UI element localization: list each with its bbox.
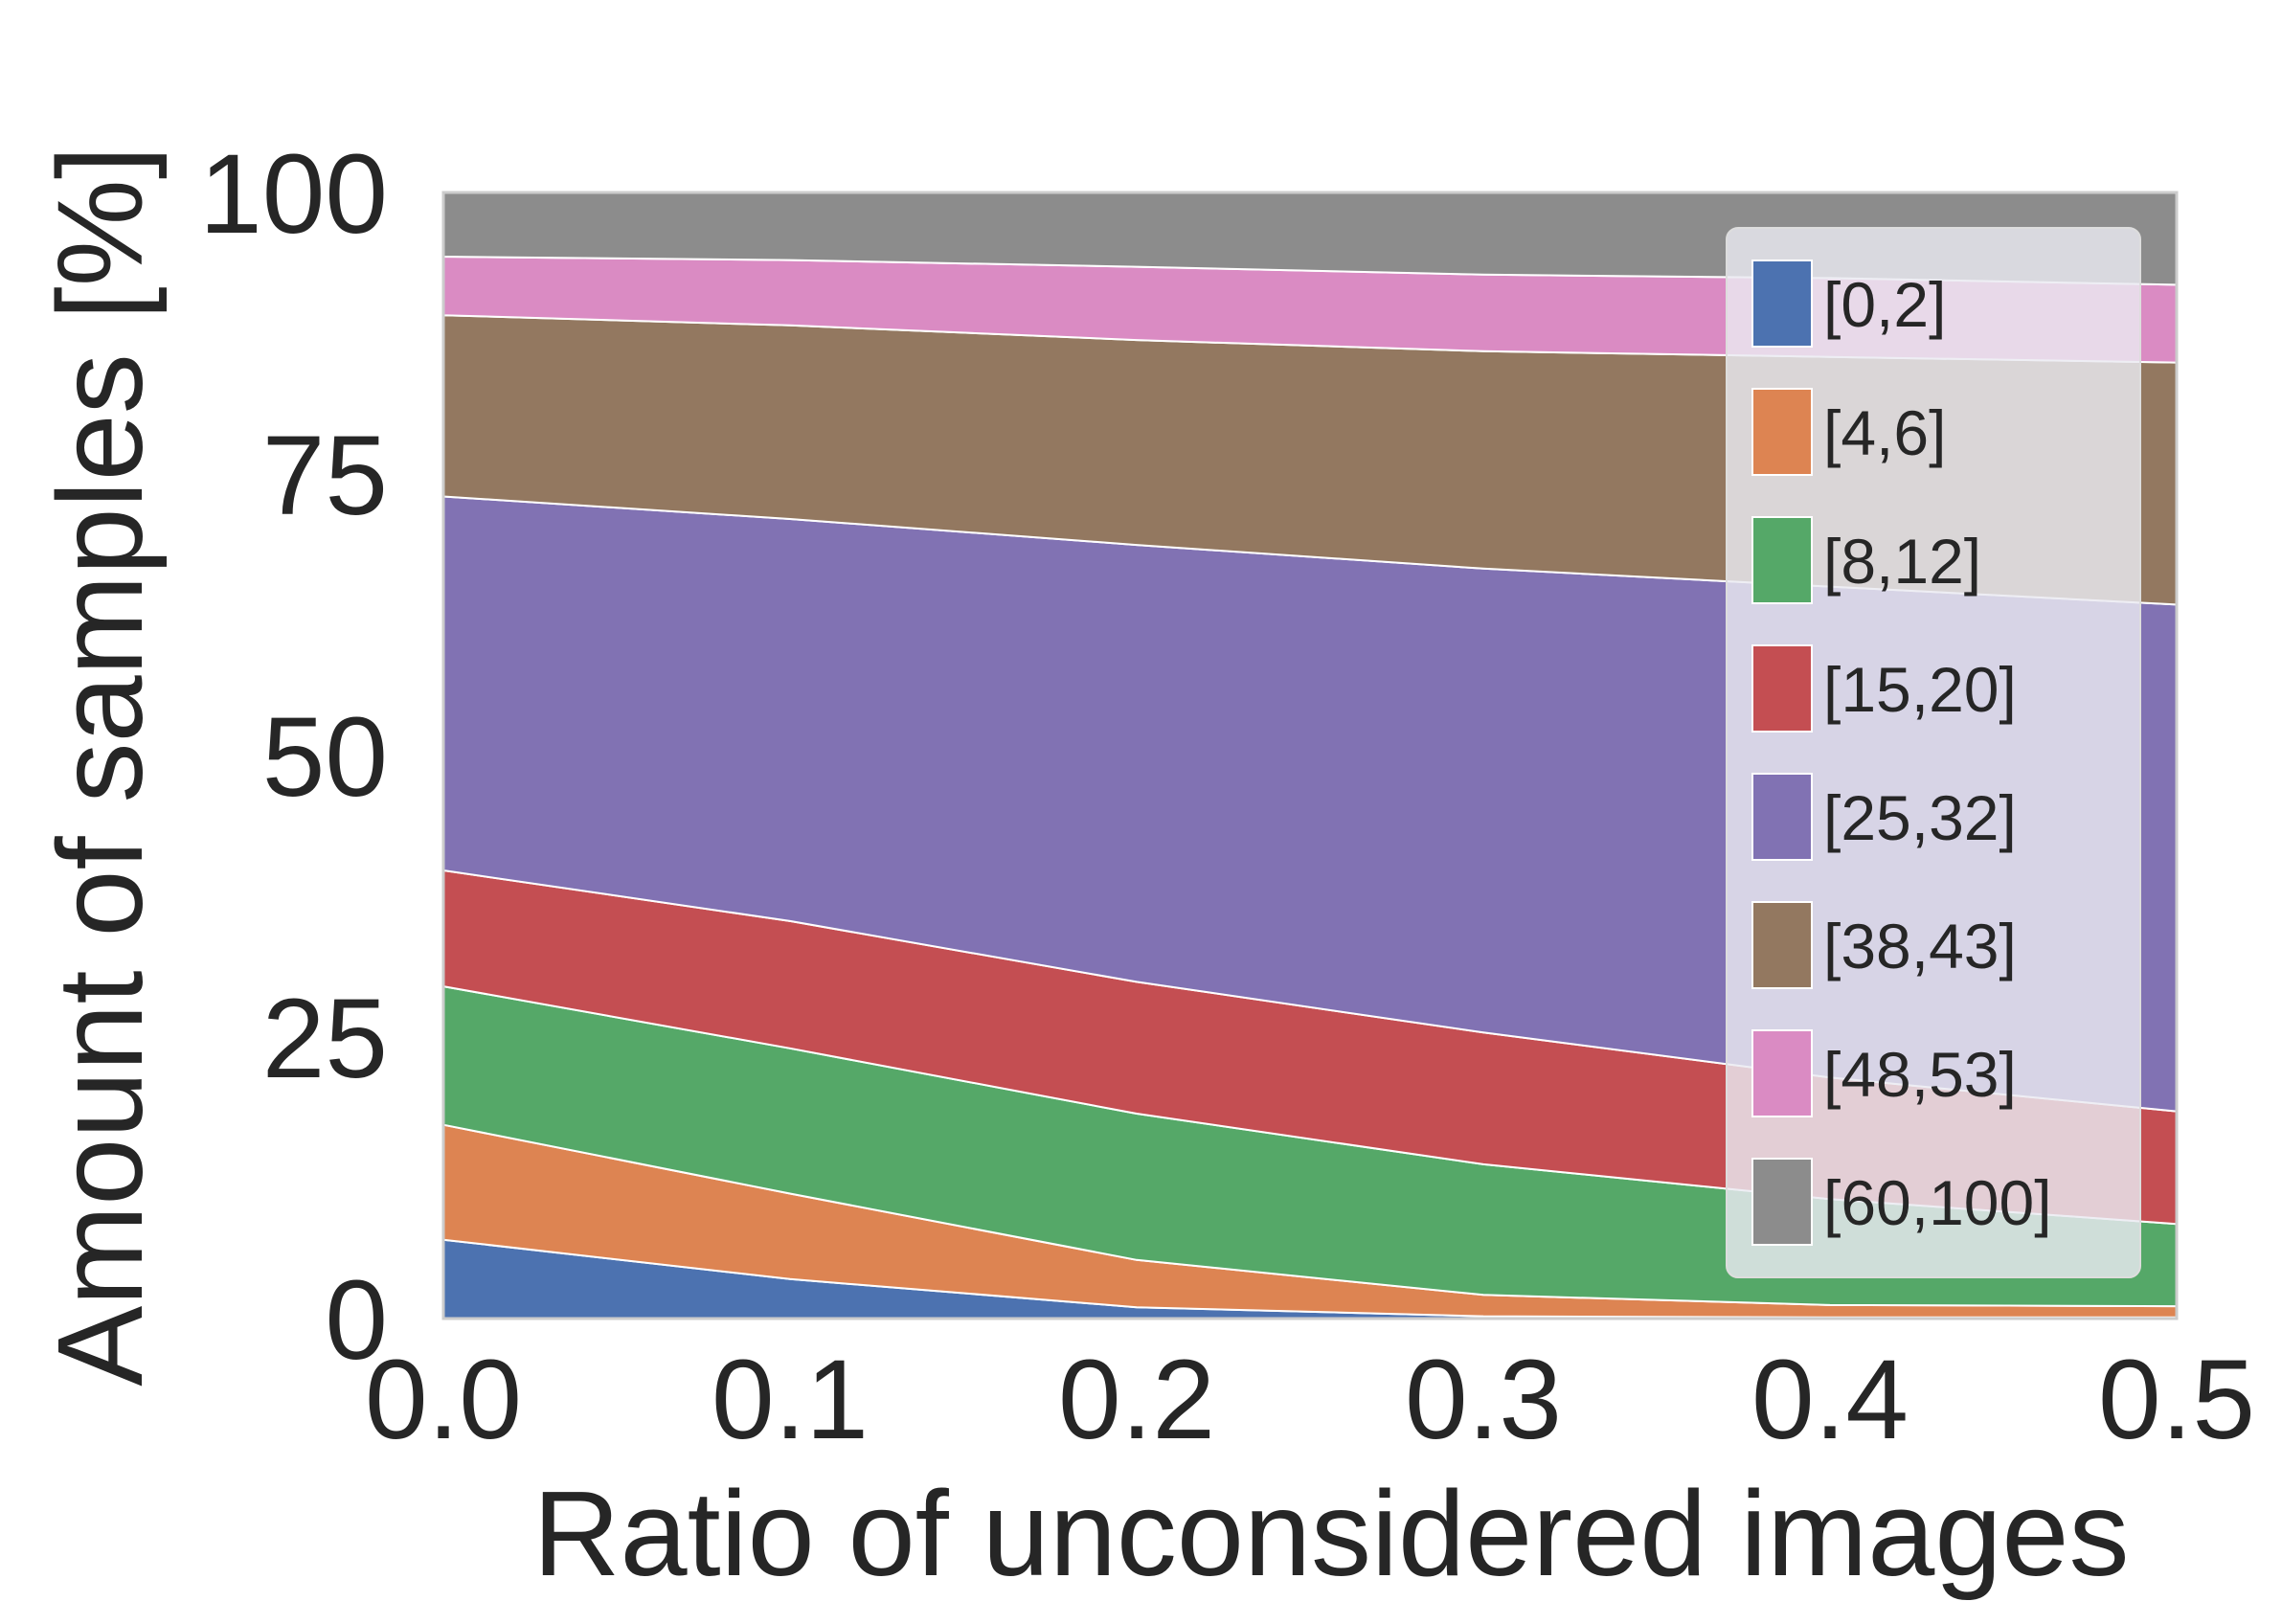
x-tick-label: 0.3: [1405, 1337, 1562, 1463]
legend-label: [15,20]: [1823, 654, 2017, 725]
y-axis-label: Amount of samples [%]: [33, 146, 168, 1387]
legend-swatch: [1751, 1029, 1813, 1117]
y-tick-label: 100: [199, 131, 388, 258]
y-tick-label: 75: [262, 413, 388, 539]
legend-frame: [1726, 227, 2141, 1278]
legend-swatch: [1751, 516, 1813, 604]
x-tick-label: 0.4: [1751, 1337, 1909, 1463]
y-tick-label: 25: [262, 976, 388, 1102]
x-tick-label: 0.1: [712, 1337, 869, 1463]
legend-swatch: [1751, 773, 1813, 861]
legend-label: [38,43]: [1823, 911, 2017, 981]
x-tick-label: 0.0: [365, 1337, 522, 1463]
legend-label: [25,32]: [1823, 782, 2017, 853]
x-axis-label: Ratio of unconsidered images: [533, 1466, 2130, 1601]
plot-frame: [441, 191, 2179, 1320]
legend-label: [48,53]: [1823, 1039, 2017, 1110]
legend: [0,2] [4,6] [8,12] [15,20] [25,32] [38,43] [48…: [1726, 227, 2141, 1278]
legend-label: [8,12]: [1823, 526, 1981, 597]
x-tick-label: 0.5: [2098, 1337, 2255, 1463]
legend-swatch: [1751, 644, 1813, 733]
x-axis-ticks: 0.0 0.1 0.2 0.3 0.4 0.5: [365, 1337, 2255, 1463]
legend-swatch: [1751, 388, 1813, 476]
y-axis-ticks: 0 25 50 75 100: [199, 131, 388, 1384]
y-tick-label: 0: [325, 1257, 388, 1384]
legend-swatch: [1751, 901, 1813, 989]
x-tick-label: 0.2: [1058, 1337, 1215, 1463]
legend-label: [60,100]: [1823, 1167, 2052, 1238]
legend-label: [0,2]: [1823, 269, 1946, 340]
legend-label: [4,6]: [1823, 397, 1946, 468]
legend-swatch: [1751, 1158, 1813, 1246]
y-tick-label: 50: [262, 694, 388, 821]
legend-swatch: [1751, 259, 1813, 348]
